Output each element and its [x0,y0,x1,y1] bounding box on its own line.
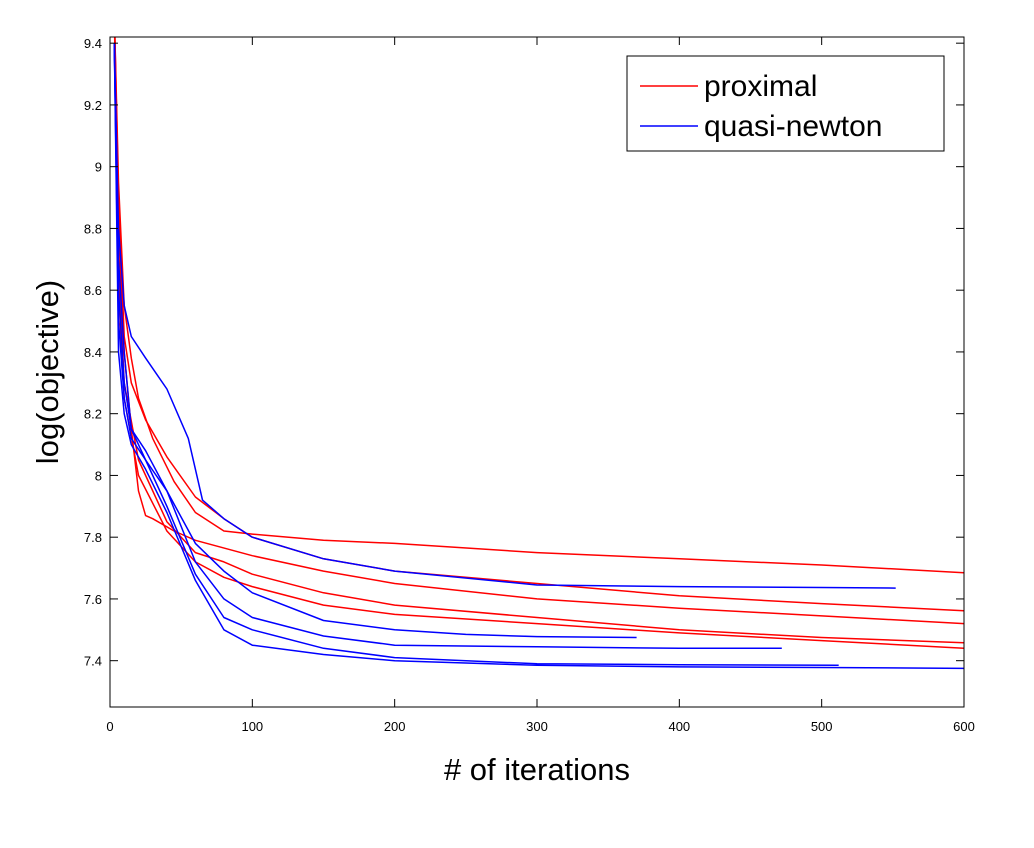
legend-box [626,55,945,152]
series-line-quasi-newton [113,43,964,670]
x-tick-label: 100 [241,719,263,734]
legend-label-quasi-newton: quasi-newton [704,110,882,143]
y-tick-label: 7.6 [84,592,102,607]
series-line-quasi-newton [113,43,839,667]
y-tick-label: 8.6 [84,283,102,298]
x-tick-label: 0 [106,719,113,734]
x-tick-label: 400 [668,719,690,734]
y-tick-label: 9 [95,160,102,175]
y-tick-label: 9.4 [84,36,102,51]
x-tick-label: 200 [384,719,406,734]
y-tick-label: 8.2 [84,407,102,422]
series-line-quasi-newton [113,43,896,589]
series-line-quasi-newton [113,43,637,639]
y-tick-label: 7.8 [84,530,102,545]
legend: proximal quasi-newton [626,55,945,152]
x-axis-title: # of iterations [444,752,630,787]
ticks-layer: 0 100 200 300 400 500 600 7.4 7.6 7.8 8 8.2 8.4 8.6 8.… [84,36,975,734]
y-tick-label: 8.4 [84,345,102,360]
y-tick-label: 8 [95,468,102,483]
y-tick-label: 7.4 [84,654,102,669]
x-tick-label: 500 [811,719,833,734]
y-tick-label: 9.2 [84,98,102,113]
legend-label-proximal: proximal [704,70,817,103]
x-tick-label: 600 [953,719,975,734]
series-layer [113,37,964,670]
x-tick-label: 300 [526,719,548,734]
y-tick-label: 8.8 [84,221,102,236]
series-line-quasi-newton [113,43,782,650]
series-line-proximal [114,37,964,574]
y-axis-title: log(objective) [30,280,65,464]
